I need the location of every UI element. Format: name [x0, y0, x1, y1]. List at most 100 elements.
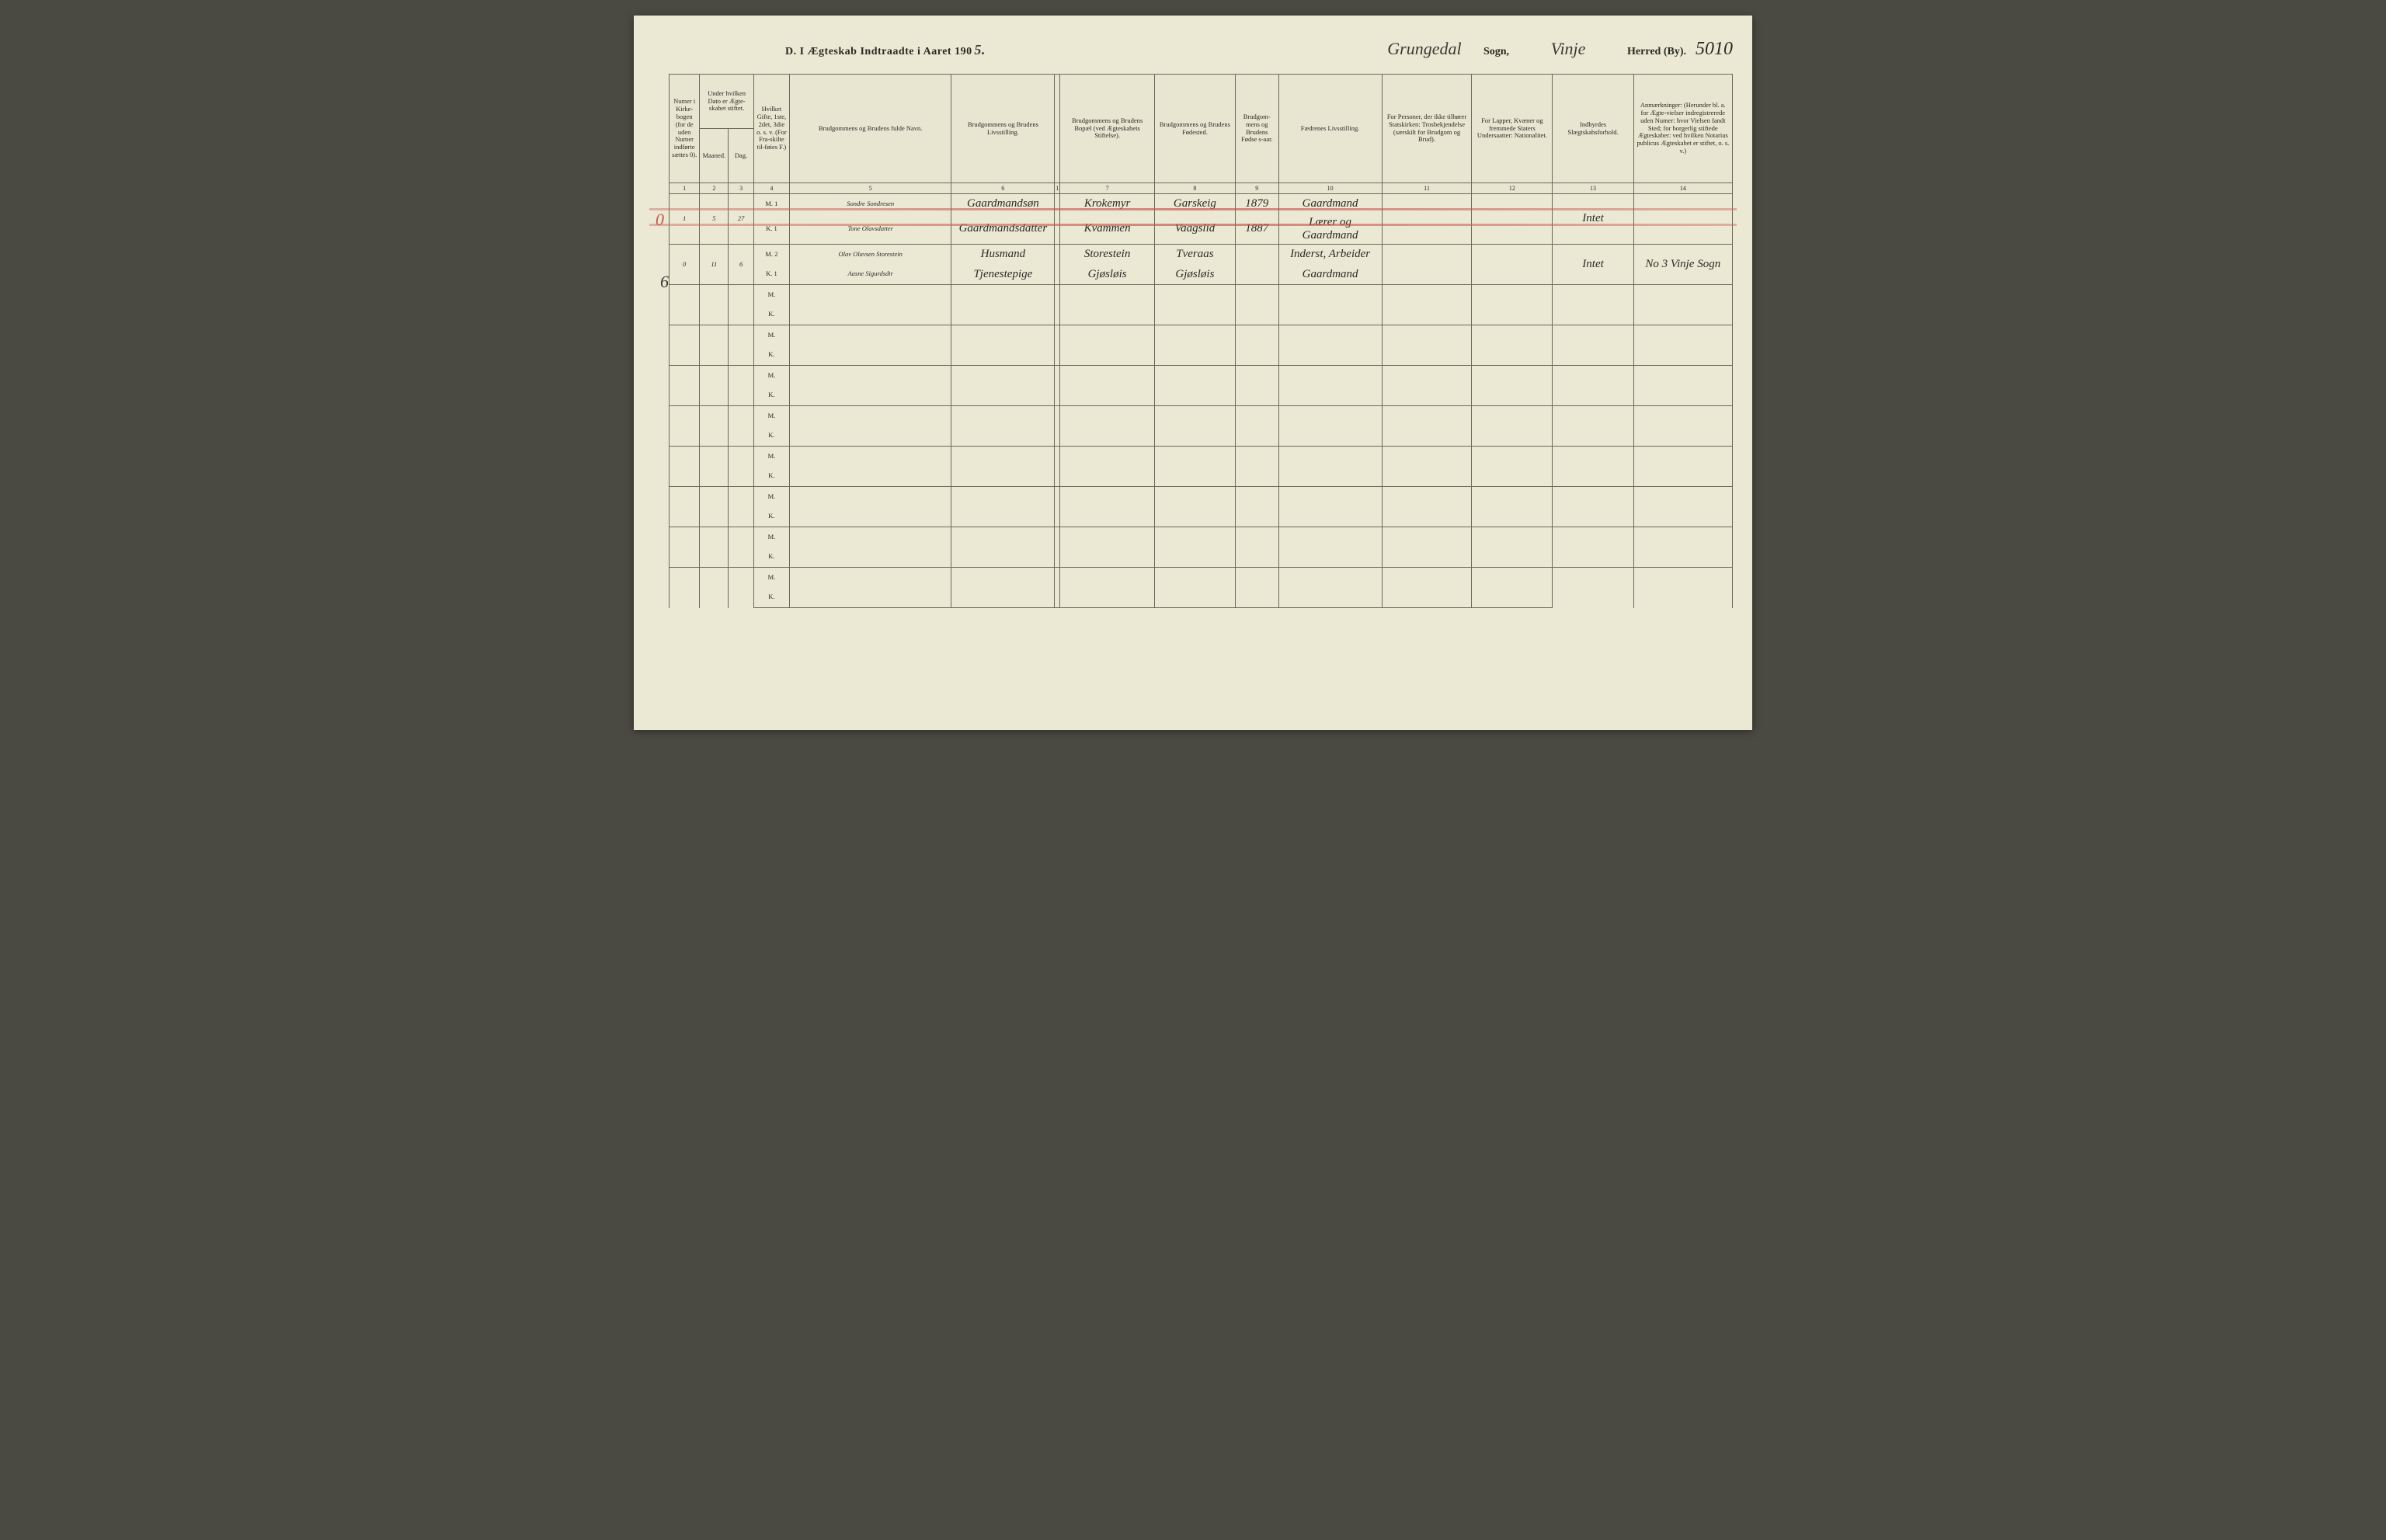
- cell: [1055, 548, 1060, 568]
- groom-name: Olav Olavsen Storestein: [790, 245, 951, 265]
- cell: [951, 325, 1055, 346]
- cell: [1060, 527, 1155, 548]
- table-row: M.: [670, 527, 1733, 548]
- cell: [1472, 467, 1553, 487]
- kinship: [1553, 285, 1633, 325]
- colnum: 5: [790, 183, 951, 194]
- colnum: 14: [1633, 183, 1732, 194]
- margin-tick: 6: [660, 272, 669, 292]
- cell: [1154, 507, 1235, 527]
- col-8: Brudgom-mens og Brudens Fødse s-aar.: [1236, 75, 1279, 183]
- cell: [1154, 406, 1235, 426]
- cell: [951, 527, 1055, 548]
- mk-label: M.: [753, 447, 789, 467]
- cell: [1472, 325, 1553, 346]
- bride-residence: Gjøsløis: [1060, 265, 1155, 285]
- page-header: D. I Ægteskab Indtraadte i Aaret 1905. G…: [669, 39, 1733, 60]
- cell: [1154, 366, 1235, 386]
- entry-number: [670, 366, 700, 406]
- mk-label: M. 2: [753, 245, 789, 265]
- nationality: [1472, 265, 1553, 285]
- day: [729, 366, 753, 406]
- mk-label: K. 1: [753, 265, 789, 285]
- colnum: 3: [729, 183, 753, 194]
- bride-birthplace: Gjøsløis: [1154, 265, 1235, 285]
- table-row: M.: [670, 325, 1733, 346]
- entry-number: 1: [670, 194, 700, 245]
- month: [700, 366, 729, 406]
- col-4: Brudgommens og Brudens fulde Navn.: [790, 75, 951, 183]
- herred-label: Herred (By).: [1627, 46, 1686, 58]
- cell: [790, 305, 951, 325]
- mk-label: K. 1: [753, 214, 789, 245]
- mk-label: M.: [753, 568, 789, 588]
- cell: [1382, 487, 1472, 507]
- month: [700, 447, 729, 487]
- cell: [790, 548, 951, 568]
- mk-label: K.: [753, 386, 789, 406]
- remarks: [1633, 487, 1732, 527]
- mk-label: M.: [753, 406, 789, 426]
- cell: [1278, 548, 1382, 568]
- cell: [1472, 487, 1553, 507]
- entry-number: [670, 568, 700, 608]
- kinship: [1553, 406, 1633, 447]
- cell: [1060, 426, 1155, 447]
- nationality: [1472, 245, 1553, 265]
- cell: [1472, 588, 1553, 608]
- remarks: [1633, 406, 1732, 447]
- cell: [1060, 568, 1155, 588]
- mk-label: K.: [753, 507, 789, 527]
- day: [729, 406, 753, 447]
- month: [700, 406, 729, 447]
- cell: [1382, 507, 1472, 527]
- month: 5: [700, 194, 729, 245]
- mk-label: K.: [753, 346, 789, 366]
- cell: [790, 346, 951, 366]
- kinship: [1553, 447, 1633, 487]
- entry-number: [670, 325, 700, 366]
- cell: [1278, 527, 1382, 548]
- cell: [1060, 507, 1155, 527]
- cell: [790, 447, 951, 467]
- cell: [1236, 346, 1279, 366]
- cell: [1278, 447, 1382, 467]
- colnum: 11: [1382, 183, 1472, 194]
- cell: [1472, 366, 1553, 386]
- cell: [1055, 305, 1060, 325]
- cell: [1382, 588, 1472, 608]
- cell: [1472, 386, 1553, 406]
- day: [729, 527, 753, 568]
- col-7: Brudgommens og Brudens Fødested.: [1154, 75, 1235, 183]
- cell: [1055, 588, 1060, 608]
- remarks: [1633, 568, 1732, 608]
- cell: [1154, 386, 1235, 406]
- cell: [1278, 406, 1382, 426]
- colnum: 10: [1278, 183, 1382, 194]
- cell: [1236, 305, 1279, 325]
- cell: [951, 447, 1055, 467]
- cell: [790, 588, 951, 608]
- cell: [790, 386, 951, 406]
- year-suffix: 5.: [972, 42, 988, 58]
- divider: [1055, 214, 1060, 245]
- page-number: 5010: [1696, 39, 1733, 60]
- herred-value: Vinje: [1514, 39, 1623, 59]
- column-number-row: 1 2 3 4 5 6 1 7 8 9 10 11 12 13 14: [670, 183, 1733, 194]
- kinship: [1553, 487, 1633, 527]
- col-12: Indbyrdes Slægtskabsforhold.: [1553, 75, 1633, 183]
- col-13: Anmærkninger: (Herunder bl. a. for Ægte-…: [1633, 75, 1732, 183]
- cell: [1278, 366, 1382, 386]
- day: 27: [729, 194, 753, 245]
- cell: [1055, 285, 1060, 305]
- cell: [951, 426, 1055, 447]
- cell: [1382, 467, 1472, 487]
- mk-label: M.: [753, 285, 789, 305]
- mk-label: K.: [753, 588, 789, 608]
- bride-occupation: Gaardmandsdatter: [951, 214, 1055, 245]
- groom-occupation: Husmand: [951, 245, 1055, 265]
- cell: [1472, 305, 1553, 325]
- cell: [1236, 386, 1279, 406]
- cell: [951, 285, 1055, 305]
- cell: [1382, 548, 1472, 568]
